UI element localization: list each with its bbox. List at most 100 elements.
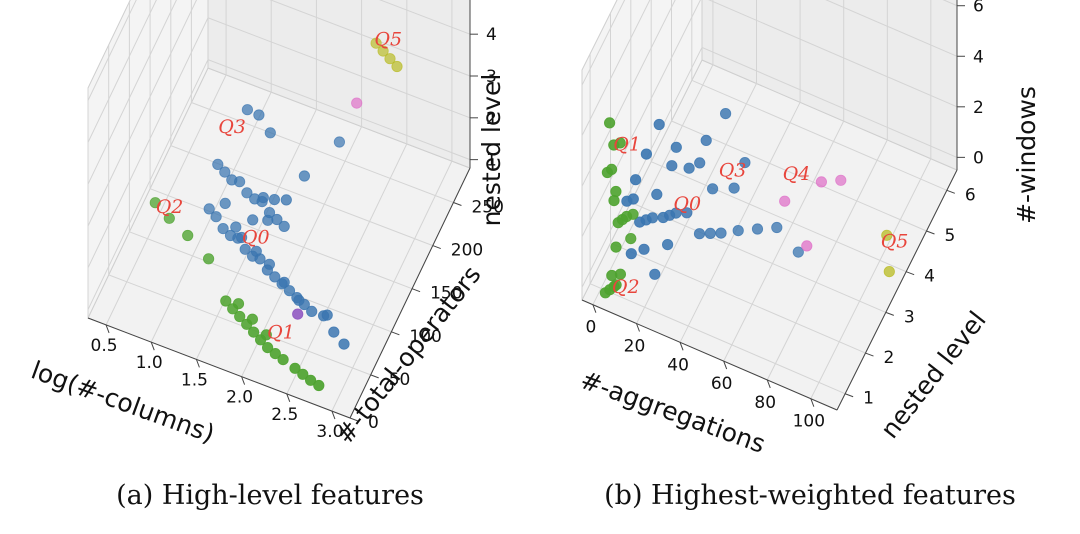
data-point-q0 (638, 243, 650, 255)
data-point-q3 (234, 176, 246, 188)
gridline (195, 0, 317, 360)
gridline (766, 0, 888, 381)
data-point-q0 (203, 203, 215, 215)
data-point-q0 (210, 211, 222, 223)
data-point-q0 (653, 118, 665, 131)
data-point-q2 (182, 229, 194, 242)
x-tick-mark (195, 359, 200, 368)
data-point-q1 (248, 326, 260, 338)
data-point-q5 (370, 37, 382, 49)
data-point-q4 (801, 240, 813, 252)
data-point-q1 (608, 195, 620, 207)
data-point-q0 (247, 214, 259, 226)
x-axis-line (581, 299, 838, 411)
y-tick-mark (865, 352, 874, 357)
z-tick-label: 2 (486, 109, 497, 129)
gridline (610, 13, 866, 354)
gridline (723, 0, 845, 362)
data-point-q0 (707, 183, 719, 195)
gridline (810, 0, 932, 399)
gridline (149, 0, 413, 290)
y-tick-mark (905, 271, 915, 276)
x-tick-mark (810, 398, 815, 407)
x-tick-label: 2.0 (226, 388, 253, 408)
data-point-q4 (351, 97, 363, 109)
y-tick-label: 2 (883, 348, 894, 368)
data-point-q5 (391, 60, 403, 73)
gridline (108, 44, 371, 376)
cluster-label-q4: Q4 (783, 163, 811, 185)
data-point-q0 (278, 276, 290, 288)
data-point-q2 (163, 212, 175, 224)
x-tick-label: 2.5 (271, 405, 298, 425)
cluster-label-q2: Q2 (156, 196, 184, 218)
x-tick-mark (723, 360, 728, 370)
data-point-q4 (815, 176, 827, 188)
data-point-q1 (313, 379, 325, 392)
data-point-q0 (625, 248, 637, 260)
y-tick-label: 250 (471, 197, 503, 217)
x-tick-mark (592, 304, 597, 313)
data-point-q0 (739, 157, 751, 169)
x-tick-mark (150, 341, 155, 351)
data-point-q3 (268, 194, 280, 206)
y-tick-mark (370, 374, 379, 379)
gridline (87, 58, 471, 310)
data-point-q1 (246, 313, 258, 325)
data-point-q0 (751, 223, 764, 235)
data-point-q3 (278, 220, 290, 232)
y-tick-label: 3 (904, 307, 915, 327)
y-tick-mark (349, 417, 359, 422)
data-point-q1 (260, 329, 272, 341)
data-point-q1 (610, 241, 622, 253)
gridline (241, 0, 363, 377)
data-point-q0 (720, 108, 732, 120)
data-point-q0 (651, 188, 663, 200)
pane-back (207, 0, 471, 169)
x-tick-mark (636, 323, 640, 332)
data-point-q1 (610, 185, 622, 198)
data-point-q0 (670, 207, 682, 219)
gridline (150, 0, 272, 343)
data-point-q0 (662, 239, 674, 251)
y-tick-label: 200 (451, 241, 483, 261)
data-point-q3 (212, 158, 224, 170)
data-point-q3 (280, 194, 292, 206)
data-point-q3 (264, 127, 276, 139)
gridline (691, 0, 947, 191)
x-tick-mark (679, 342, 684, 351)
data-point-q1 (627, 208, 639, 220)
gridline (581, 0, 958, 136)
z-axis-label: nested level (477, 74, 506, 227)
data-point-q0 (321, 309, 333, 321)
data-point-q0 (666, 160, 678, 172)
data-point-q0 (293, 294, 305, 306)
data-point-q4 (835, 174, 847, 186)
data-point-q1 (277, 353, 289, 366)
data-point-q0 (646, 212, 659, 224)
data-point-q2 (608, 280, 620, 293)
x-tick-mark (105, 324, 110, 334)
data-point-q5 (384, 53, 396, 65)
data-point-q2 (203, 253, 215, 265)
y-tick-mark (926, 230, 935, 235)
x-tick-mark (241, 376, 246, 385)
gridline (87, 0, 471, 227)
z-tick-label: 2 (973, 98, 984, 118)
data-point-q3 (253, 109, 265, 121)
z-tick-label: 5 (486, 0, 497, 3)
gridline (679, 0, 801, 343)
data-point-q3 (241, 187, 253, 199)
data-point-q4 (779, 195, 791, 207)
cluster-label-q1: Q1 (613, 133, 641, 155)
y-tick-mark (453, 202, 462, 206)
y-axis-line (836, 169, 958, 411)
data-point-q0 (239, 243, 251, 255)
data-point-q0 (236, 231, 248, 244)
z-tick-label: 0 (973, 148, 984, 168)
chart-b: 02040608010012345602468#-aggregationsnes… (577, 0, 1041, 459)
caption-a: (a) High-level features (116, 480, 424, 511)
data-point-q3 (271, 213, 283, 226)
x-tick-label: 3.0 (316, 422, 343, 442)
data-point-q5 (377, 45, 389, 57)
